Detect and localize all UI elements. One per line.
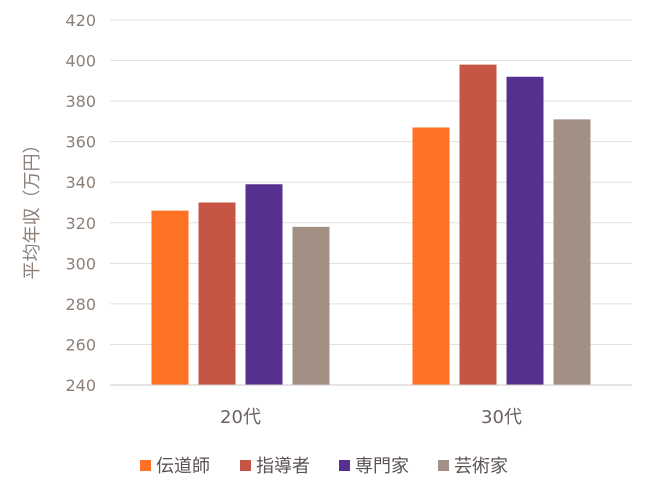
bar-1-3 — [245, 184, 283, 385]
y-tick-label: 260 — [65, 335, 96, 354]
y-tick-label: 340 — [65, 173, 96, 192]
y-tick-label: 280 — [65, 295, 96, 314]
legend-swatch — [438, 460, 449, 471]
x-category-label: 20代 — [220, 407, 261, 428]
y-tick-label: 300 — [65, 254, 96, 273]
legend-label: 指導者 — [256, 456, 310, 477]
legend-swatch — [140, 460, 151, 471]
bar-2-2 — [459, 64, 497, 385]
bar-2-3 — [506, 76, 544, 386]
bar-2-1 — [412, 127, 450, 385]
bar-1-2 — [198, 202, 236, 385]
y-tick-label: 400 — [65, 52, 96, 71]
x-category-label: 30代 — [481, 407, 522, 428]
y-tick-label: 380 — [65, 92, 96, 111]
y-axis-label: 平均年収（万円） — [22, 136, 43, 280]
x-axis-categories: 20代 30代 — [220, 407, 522, 428]
bar-2-4 — [553, 119, 591, 385]
legend-swatch — [339, 460, 350, 471]
legend-label: 伝道師 — [156, 456, 210, 477]
bar-1-4 — [292, 226, 330, 385]
y-tick-label: 420 — [65, 11, 96, 30]
y-tick-label: 320 — [65, 214, 96, 233]
y-tick-label: 360 — [65, 133, 96, 152]
legend: 伝道師 指導者 専門家 芸術家 — [140, 456, 508, 477]
legend-label: 専門家 — [355, 456, 409, 477]
bars — [151, 64, 591, 386]
y-axis-ticks: 240 260 280 300 320 340 360 380 400 420 — [65, 11, 96, 395]
y-tick-label: 240 — [65, 376, 96, 395]
bar-1-1 — [151, 210, 189, 385]
legend-swatch — [240, 460, 251, 471]
gridlines — [110, 19, 632, 345]
legend-label: 芸術家 — [454, 456, 508, 477]
